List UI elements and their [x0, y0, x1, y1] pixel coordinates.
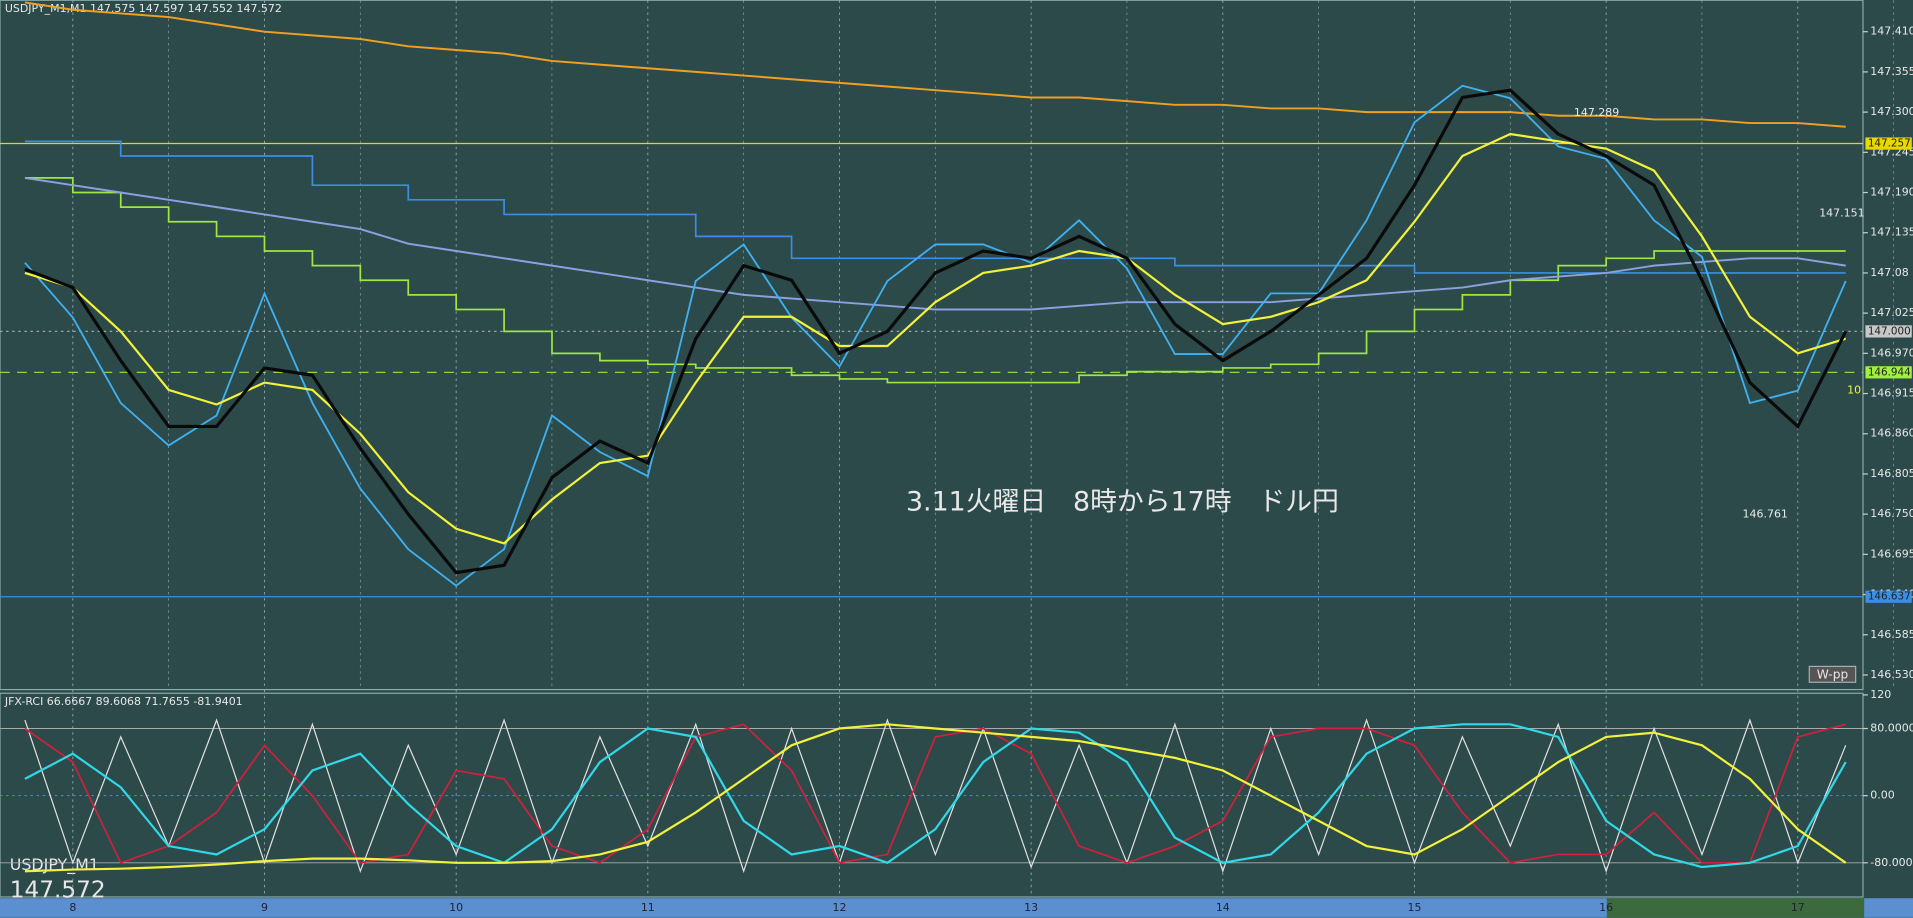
y-tick-label: 147.08: [1870, 266, 1908, 279]
series-line: [24, 723, 1847, 873]
price-header: USDJPY_M1,M1 147.575 147.597 147.552 147…: [5, 2, 282, 15]
y-tick-label: 147.300: [1870, 105, 1913, 118]
annotation: 147.151: [1819, 207, 1864, 220]
series-line: [24, 177, 1846, 384]
series-line: [24, 718, 1847, 874]
price-panel: [0, 0, 1864, 691]
series-line: [24, 84, 1847, 587]
annotation: 147.289: [1574, 106, 1619, 119]
y-tick-label: 146.750: [1870, 507, 1913, 520]
series-line: [24, 140, 1846, 274]
x-tick-label: 14: [1216, 901, 1230, 914]
chart-title: 3.11火曜日 8時から17時 ドル円: [906, 486, 1339, 517]
series-line: [24, 132, 1847, 545]
price-tag: [1865, 590, 1912, 603]
last-price: 147.572: [10, 876, 106, 903]
badge: W-pp: [1817, 667, 1849, 681]
price-tag: [1865, 366, 1912, 379]
annotation: 146.761: [1743, 508, 1788, 521]
price-tag-label: 147.257: [1868, 138, 1911, 150]
y-tick-label: 147.025: [1870, 306, 1913, 319]
y-tick-label: 80.0000: [1870, 722, 1913, 735]
y-tick-label: 147.355: [1870, 65, 1913, 78]
x-tick-label: 10: [449, 901, 463, 914]
price-tag-label: 147.000: [1868, 325, 1911, 337]
y-tick-label: 147.190: [1870, 186, 1913, 199]
x-tick-label: 8: [69, 901, 76, 914]
y-tick-label: 146.695: [1870, 547, 1913, 560]
x-tick-label: 16: [1599, 901, 1613, 914]
y-tick-label: 146.915: [1870, 387, 1913, 400]
y-tick-label: 146.530: [1870, 668, 1913, 681]
y-tick-label: 147.410: [1870, 25, 1913, 38]
y-tick-label: 0.00: [1870, 789, 1894, 802]
price-tag: [1865, 137, 1912, 150]
x-tick-label: 15: [1407, 901, 1421, 914]
y-tick-label: 146.970: [1870, 346, 1913, 359]
price-tag-label: 146.944: [1868, 366, 1911, 378]
x-tick-label: 13: [1024, 901, 1038, 914]
series-line: [24, 176, 1846, 311]
y-tick-label: 146.805: [1870, 467, 1913, 480]
y-tick-label: -80.0000: [1870, 856, 1913, 869]
y-tick-label: 146.585: [1870, 628, 1913, 641]
x-tick-label: 9: [261, 901, 268, 914]
time-bar: [0, 898, 1913, 918]
x-tick-label: 17: [1791, 901, 1805, 914]
series-line: [24, 723, 1847, 869]
rci-header: JFX-RCI 66.6667 89.6068 71.7655 -81.9401: [4, 695, 243, 708]
series-line: [24, 723, 1846, 864]
x-tick-label: 11: [641, 901, 655, 914]
y-tick-label: 146.860: [1870, 427, 1913, 440]
symbol-label: USDJPY_M1: [10, 855, 99, 875]
x-tick-label: 12: [833, 901, 847, 914]
price-tag: [1865, 325, 1912, 338]
time-bar-highlight: [1606, 898, 1865, 918]
side-label: 10: [1847, 384, 1861, 397]
badge-box: [1808, 665, 1857, 683]
y-tick-label: 120: [1870, 688, 1891, 701]
y-tick-label: 147.135: [1870, 226, 1913, 239]
series-line: [24, 1, 1846, 128]
series-line: [24, 88, 1848, 575]
price-tag-label: 146.637: [1868, 591, 1911, 603]
